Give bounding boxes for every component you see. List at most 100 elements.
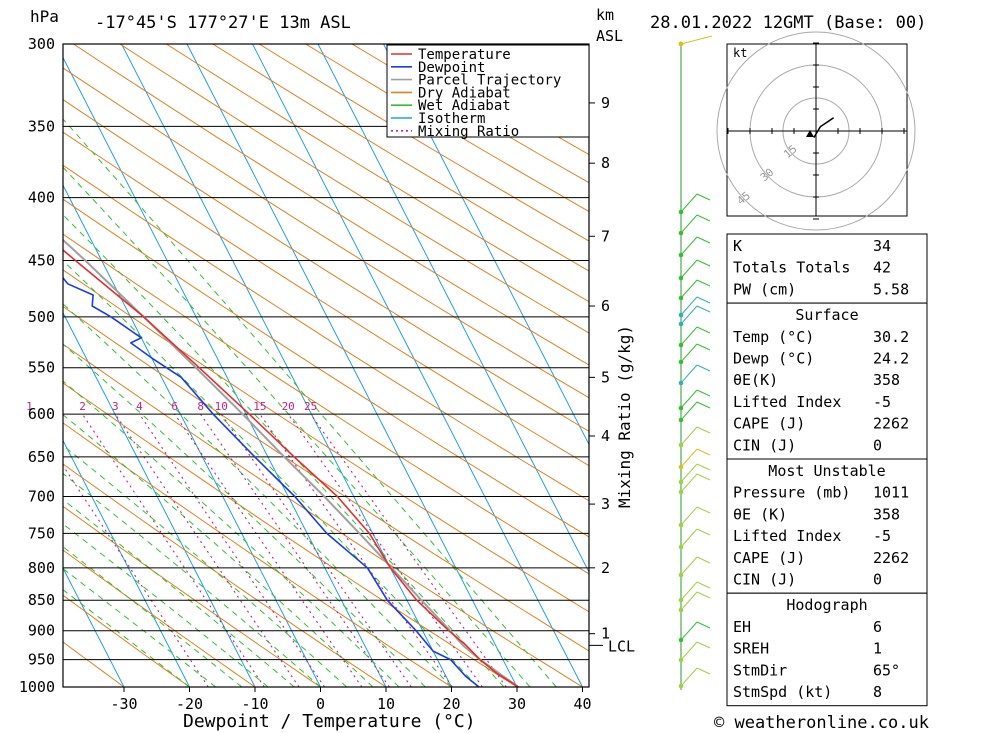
indices-row-label: K [733, 237, 742, 255]
pressure-tick-label: 550 [28, 359, 55, 377]
most-unstable-row-label: CIN (J) [733, 571, 796, 589]
dry-adiabat-line [63, 99, 589, 432]
dewpoint-line [63, 276, 480, 687]
hodograph-frame [726, 43, 908, 217]
mixing-ratio-line [139, 413, 325, 687]
surface-title: Surface [795, 306, 858, 324]
temperature-tick-label: 30 [508, 695, 526, 713]
hodograph-table-title: Hodograph [786, 596, 867, 614]
pressure-tick-label: 750 [28, 524, 55, 542]
most-unstable-row-label: θE (K) [733, 505, 787, 523]
wet-adiabat-line [63, 343, 426, 687]
mixing-ratio-line [114, 413, 300, 687]
dry-adiabat-line [63, 594, 190, 687]
mixing-ratio-label: 20 [282, 400, 295, 413]
plot-frame [62, 43, 590, 688]
temperature-tick-label: 40 [573, 695, 591, 713]
surface-row-label: Lifted Index [733, 393, 841, 411]
km-tick-label: 5 [601, 368, 610, 386]
surface-row-value: 358 [873, 371, 900, 389]
mixing-ratio-label: 4 [136, 400, 143, 413]
km-tick-label: 6 [601, 297, 610, 315]
dry-adiabat-line [63, 131, 589, 467]
pressure-tick-label: 350 [28, 117, 55, 135]
wet-adiabat-line [63, 444, 348, 687]
temperature-tick-label: 0 [316, 695, 325, 713]
dry-adiabat-line [63, 505, 321, 687]
surface-row-label: Dewp (°C) [733, 350, 814, 368]
isotherm-lines [63, 44, 589, 687]
wet-adiabat-line [63, 414, 374, 687]
wind-barb [696, 621, 711, 629]
mixing-ratio-label: 15 [253, 400, 266, 413]
pressure-tick-label: 600 [28, 405, 55, 423]
mixing-ratio-line [200, 413, 390, 687]
wind-barb [696, 473, 711, 481]
dry-adiabat-line [63, 463, 387, 687]
isotherm-line [63, 311, 256, 687]
mixing-ratio-label: 1 [26, 400, 33, 413]
wind-barb [680, 214, 698, 234]
km-tick-label: 9 [601, 94, 610, 112]
wind-barb [696, 326, 711, 334]
dry-adiabat-line [63, 422, 452, 687]
isotherm-line [63, 439, 190, 687]
legend-label: Wet Adiabat [418, 98, 511, 114]
dry-adiabat-line [165, 44, 589, 303]
indices-row-value: 5.58 [873, 280, 909, 298]
surface-row-label: Temp (°C) [733, 328, 814, 346]
wind-barb [680, 236, 698, 256]
wind-barb [680, 426, 698, 446]
pressure-tick-label: 800 [28, 559, 55, 577]
pressure-grid [63, 44, 589, 687]
pressure-tick-label: 850 [28, 591, 55, 609]
mixing-ratio-label: 8 [197, 400, 204, 413]
mixing-ratio-line [82, 413, 265, 687]
wind-barb [696, 556, 711, 564]
wet-adiabat-line [63, 303, 452, 687]
dry-adiabat-line [63, 269, 589, 613]
wind-barb [680, 463, 698, 483]
hodograph-table-row-label: SREH [733, 640, 769, 658]
wind-barb [680, 581, 698, 601]
hodograph-table-row-value: 1 [873, 640, 882, 658]
isotherm-line [186, 44, 518, 687]
wind-barb [696, 296, 711, 304]
dry-adiabat-line [119, 44, 589, 334]
dry-adiabat-line [211, 44, 589, 272]
surface-row-value: 24.2 [873, 350, 909, 368]
isotherm-line [63, 567, 125, 687]
wind-barb [680, 401, 698, 421]
wet-adiabat-line [63, 166, 531, 687]
most-unstable-box [726, 458, 928, 594]
surface-row-value: -5 [873, 393, 891, 411]
hodograph-ring [716, 31, 916, 231]
km-tick-label: 4 [601, 427, 610, 445]
wind-barb [680, 448, 698, 468]
most-unstable-row-label: CAPE (J) [733, 549, 805, 567]
wind-barb [696, 214, 711, 222]
dry-adiabat-line [63, 343, 583, 687]
pressure-tick-label: 450 [28, 252, 55, 270]
wind-barb [696, 305, 711, 313]
dry-adiabat-line [63, 164, 589, 502]
mixing-ratio-label: 10 [215, 400, 228, 413]
legend-label: Dry Adiabat [418, 85, 511, 101]
wet-adiabat-line [63, 380, 400, 687]
pressure-tick-label: 900 [28, 622, 55, 640]
isotherm-line [317, 44, 589, 574]
mixing-ratio-axis-title: Mixing Ratio (g/kg) [615, 325, 634, 508]
hodograph-unit: kt [733, 46, 747, 60]
hodograph-table-row-value: 6 [873, 618, 882, 636]
most-unstable-title: Most Unstable [768, 462, 885, 480]
wind-barb [696, 364, 711, 372]
wind-barb [696, 463, 711, 471]
hodograph-trace [813, 117, 835, 138]
mixing-ratio-lines [63, 413, 507, 687]
most-unstable-row-value: 358 [873, 505, 900, 523]
indices-box [726, 233, 928, 304]
km-tick-label: 1 [601, 625, 610, 643]
temperature-line [63, 249, 519, 687]
